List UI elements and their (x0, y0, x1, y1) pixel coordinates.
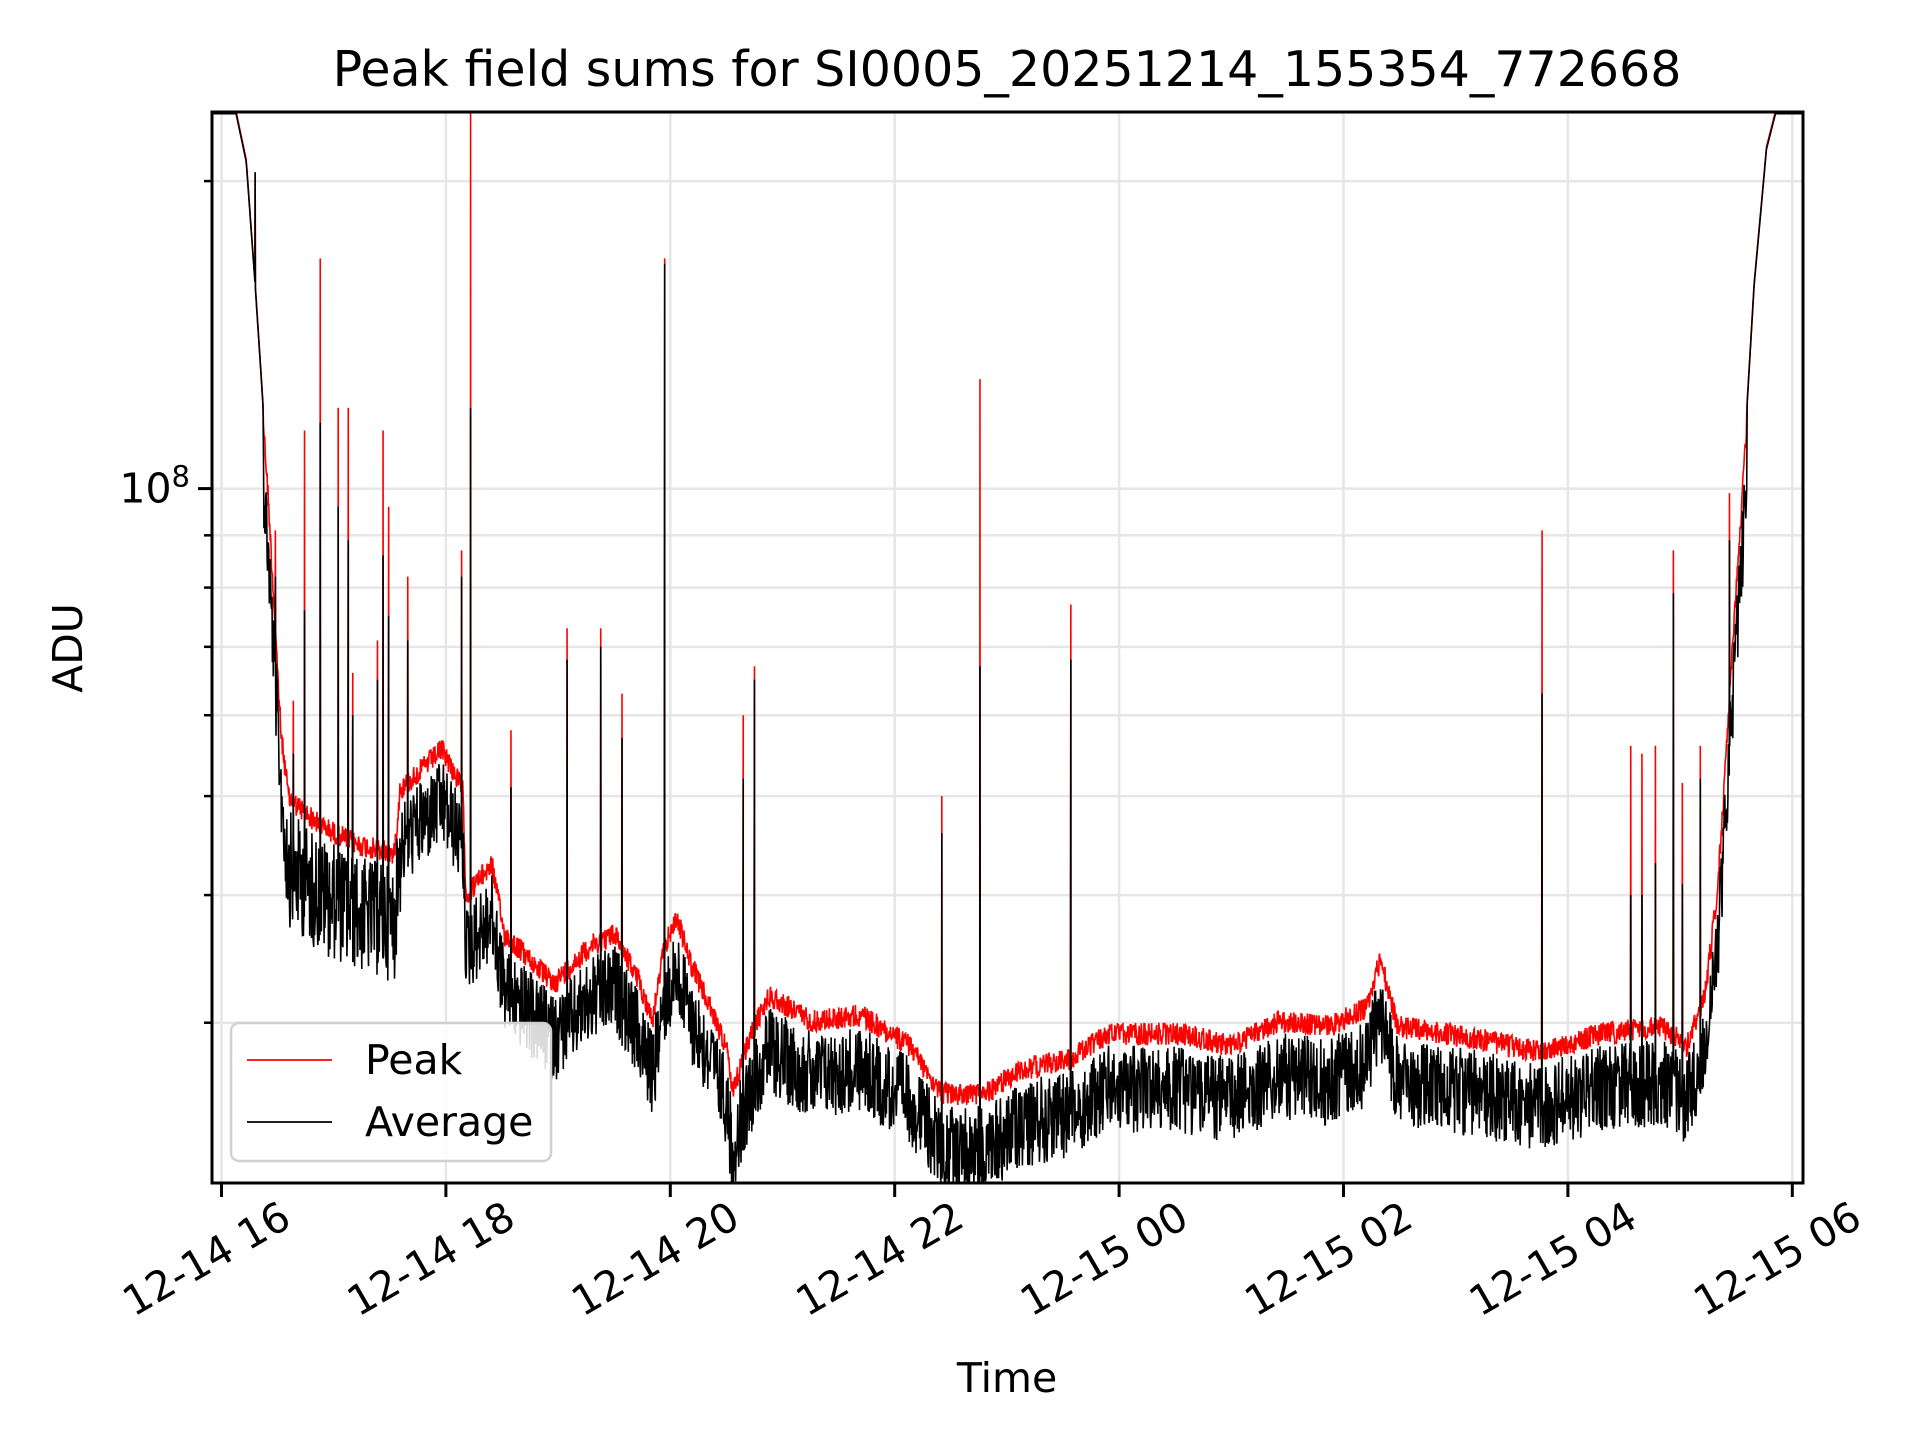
x-tick-label: 12-14 16 (115, 1192, 299, 1326)
y-tick-label: 108 (119, 460, 190, 513)
x-axis-label: Time (956, 1354, 1057, 1402)
legend-average-label: Average (365, 1098, 533, 1146)
series-peak-line (213, 112, 1803, 1106)
grid (212, 112, 1803, 1183)
legend-peak-label: Peak (365, 1036, 463, 1084)
series-average-line (213, 112, 1803, 1183)
x-tick-label: 12-15 06 (1685, 1192, 1869, 1326)
x-tick-label: 12-15 00 (1012, 1192, 1196, 1326)
chart-title: Peak field sums for SI0005_20251214_1553… (333, 41, 1682, 98)
legend: Peak Average (229, 1021, 553, 1163)
y-axis-label: ADU (44, 603, 92, 693)
legend-box (229, 1021, 553, 1163)
x-tick-label: 12-14 18 (339, 1192, 523, 1326)
x-tick-label: 12-15 04 (1461, 1192, 1645, 1326)
x-tick-label: 12-14 20 (563, 1192, 747, 1326)
x-tick-label: 12-15 02 (1237, 1192, 1421, 1326)
x-tick-label: 12-14 22 (788, 1192, 972, 1326)
